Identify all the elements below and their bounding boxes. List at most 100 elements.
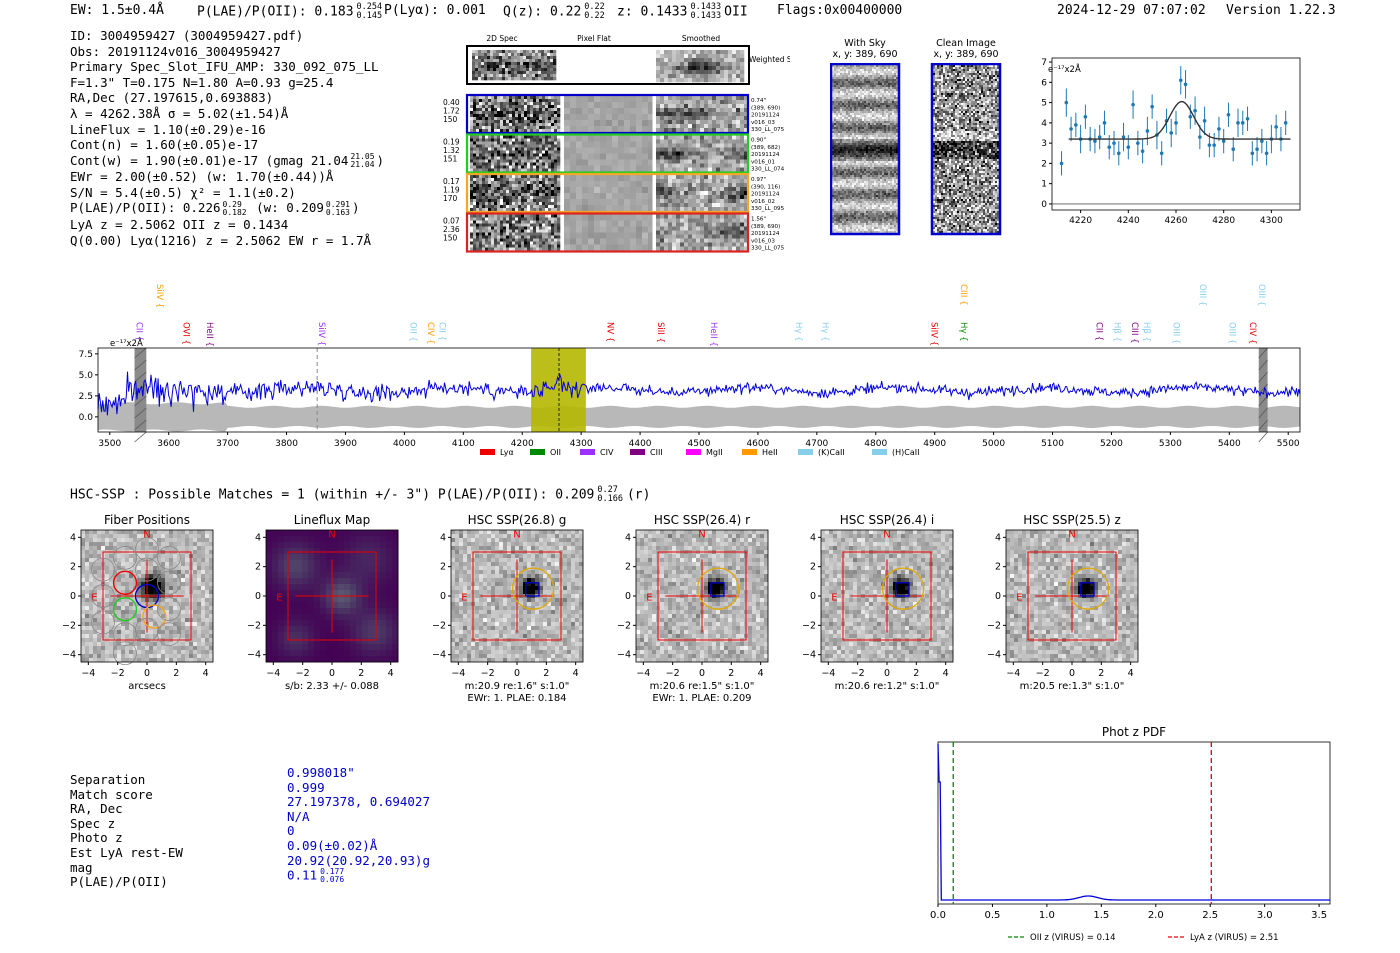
pixel — [473, 190, 477, 194]
pixel — [896, 113, 899, 116]
pixel — [636, 214, 643, 221]
pixel — [836, 165, 839, 168]
pixel — [866, 157, 869, 160]
pixel — [844, 107, 847, 110]
pixel — [876, 69, 879, 72]
pixel — [700, 108, 705, 113]
pixel — [688, 143, 693, 148]
row-smoothed-image — [656, 214, 749, 251]
pixel — [744, 120, 749, 125]
pixel — [660, 191, 665, 196]
pixel — [527, 168, 531, 172]
pixel — [582, 102, 589, 109]
pixel — [708, 116, 713, 121]
pixel — [508, 50, 512, 54]
pixel — [848, 127, 851, 130]
pixel — [856, 167, 859, 170]
pixel — [832, 163, 835, 166]
pixel — [716, 151, 721, 156]
pixel — [518, 114, 522, 118]
pixel — [688, 50, 693, 55]
pixel — [517, 62, 521, 66]
pixel — [708, 218, 713, 223]
pixel — [488, 135, 492, 139]
pixel — [838, 157, 841, 160]
pixel — [476, 99, 480, 103]
pixel — [864, 149, 867, 152]
pixel — [892, 65, 895, 68]
pixel — [842, 149, 845, 152]
pixel — [872, 73, 875, 76]
header-qz-value: Q(z): 0.22 — [503, 4, 582, 20]
pixel — [736, 147, 741, 152]
pixel — [720, 238, 725, 243]
row-left-value: 1.72 — [443, 107, 460, 116]
pixel — [896, 93, 899, 96]
pixel — [505, 71, 509, 75]
pixel — [672, 124, 677, 129]
pixel — [520, 68, 524, 72]
pixel — [838, 99, 841, 102]
pixel — [536, 181, 540, 185]
pixel — [582, 135, 589, 142]
pixel — [509, 190, 513, 194]
pixel — [866, 97, 869, 100]
pixel — [700, 50, 705, 55]
pixel — [594, 114, 601, 121]
pixel — [886, 77, 889, 80]
pixel — [892, 157, 895, 160]
pixel — [524, 193, 528, 197]
pixel — [517, 74, 521, 78]
pixel — [470, 190, 474, 194]
pixel — [708, 203, 713, 208]
pixel — [848, 159, 851, 162]
pixel — [720, 66, 725, 71]
pixel — [512, 105, 516, 109]
pixel — [473, 193, 477, 197]
pixel — [856, 93, 859, 96]
pixel — [536, 232, 540, 236]
pixel — [530, 117, 534, 121]
pixel — [716, 112, 721, 117]
pixel — [484, 65, 488, 69]
pixel — [497, 196, 501, 200]
pixel — [551, 150, 555, 154]
pixel — [896, 65, 899, 68]
pixel — [704, 70, 709, 75]
pixel — [476, 153, 480, 157]
pixel — [548, 241, 552, 245]
pixel — [864, 77, 867, 80]
pixel — [521, 144, 525, 148]
pixel — [554, 126, 558, 130]
pixel — [894, 129, 897, 132]
pixel — [836, 101, 839, 104]
pixel — [588, 244, 595, 251]
pixel — [842, 157, 845, 160]
pixel — [712, 112, 717, 117]
pixel — [688, 242, 693, 247]
pixel — [524, 184, 528, 188]
pixel — [672, 242, 677, 247]
pixel — [536, 168, 540, 172]
pixel — [600, 159, 607, 166]
pixel — [672, 159, 677, 164]
pixel — [518, 168, 522, 172]
pixel — [630, 159, 637, 166]
pixel — [554, 111, 558, 115]
pixel — [894, 113, 897, 116]
pixel — [882, 103, 885, 106]
pixel — [896, 157, 899, 160]
pixel — [854, 169, 857, 172]
pixel — [864, 141, 867, 144]
pixel — [868, 155, 871, 158]
pixel — [844, 87, 847, 90]
pixel — [878, 97, 881, 100]
pixel — [862, 125, 865, 128]
pixel — [494, 217, 498, 221]
pixel — [720, 100, 725, 105]
pixel — [840, 113, 843, 116]
pixel — [494, 102, 498, 106]
pixel — [533, 117, 537, 121]
pixel — [530, 120, 534, 124]
pixel — [890, 115, 893, 118]
